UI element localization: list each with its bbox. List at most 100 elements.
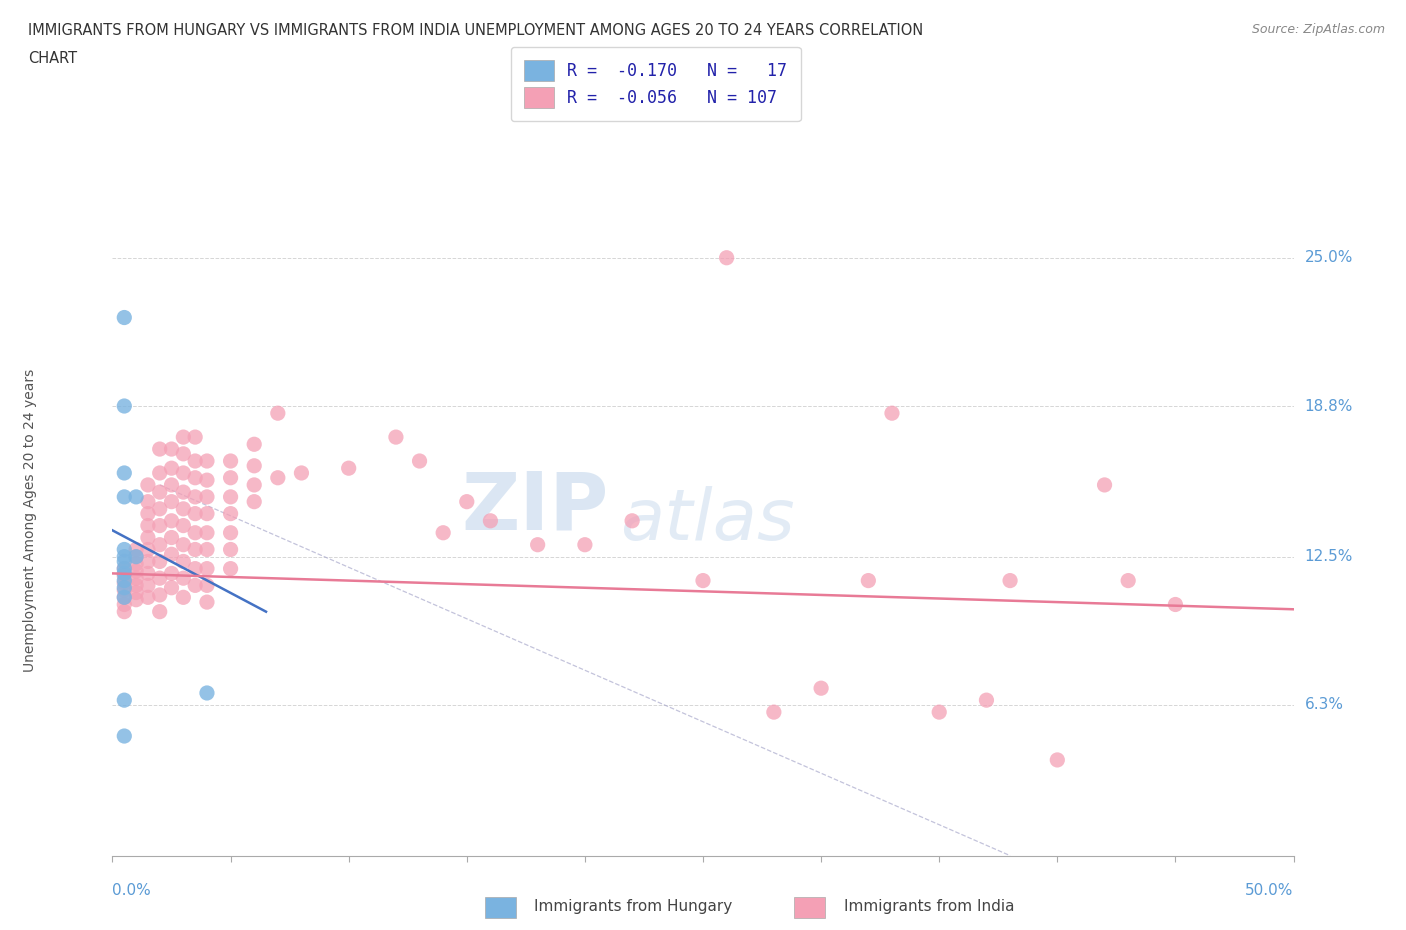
Point: [125, 489, 148, 504]
Point: [172, 590, 194, 604]
Point: [112, 583, 135, 598]
Point: [149, 604, 172, 619]
Point: [172, 446, 194, 461]
Point: [267, 471, 290, 485]
Point: [1094, 477, 1116, 492]
Point: [112, 597, 135, 612]
Point: [172, 571, 194, 586]
Point: [112, 693, 135, 708]
Point: [172, 430, 194, 445]
Point: [243, 437, 266, 452]
Point: [136, 578, 159, 592]
Point: [112, 573, 135, 588]
Point: [195, 561, 218, 576]
Point: [149, 554, 172, 569]
Point: [858, 573, 880, 588]
Point: [136, 494, 159, 509]
Point: [998, 573, 1021, 588]
Point: [184, 471, 207, 485]
Point: [184, 542, 207, 557]
Point: [112, 604, 135, 619]
Point: [112, 466, 135, 481]
Point: [160, 494, 183, 509]
Point: [195, 594, 218, 609]
Point: [195, 578, 218, 592]
Point: [243, 458, 266, 473]
Point: [125, 571, 148, 586]
Point: [149, 538, 172, 552]
Point: [267, 405, 290, 420]
Point: [125, 550, 148, 565]
Point: [184, 578, 207, 592]
Point: [125, 556, 148, 571]
Point: [160, 477, 183, 492]
Point: [136, 554, 159, 569]
Point: [184, 561, 207, 576]
Point: [160, 442, 183, 457]
Point: [172, 466, 194, 481]
Point: [219, 454, 242, 469]
Point: [880, 405, 903, 420]
Text: 0.0%: 0.0%: [112, 884, 152, 898]
Point: [112, 554, 135, 569]
Point: [408, 454, 430, 469]
Point: [219, 489, 242, 504]
Point: [112, 576, 135, 591]
Text: ZIP: ZIP: [461, 469, 609, 547]
Point: [195, 525, 218, 540]
Point: [762, 705, 785, 720]
Point: [160, 460, 183, 475]
Text: Immigrants from India: Immigrants from India: [844, 899, 1014, 914]
Point: [243, 494, 266, 509]
Point: [136, 477, 159, 492]
Point: [149, 485, 172, 499]
Point: [1164, 597, 1187, 612]
Point: [692, 573, 714, 588]
Point: [125, 542, 148, 557]
Point: [160, 580, 183, 595]
Point: [976, 693, 998, 708]
Point: [125, 592, 148, 607]
Point: [172, 518, 194, 533]
Point: [219, 542, 242, 557]
Text: 25.0%: 25.0%: [1305, 250, 1353, 265]
Point: [112, 566, 135, 581]
Point: [574, 538, 596, 552]
Point: [337, 460, 360, 475]
Point: [219, 506, 242, 521]
Point: [149, 466, 172, 481]
Point: [195, 506, 218, 521]
Legend: R =  -0.170   N =   17, R =  -0.056   N = 107: R = -0.170 N = 17, R = -0.056 N = 107: [510, 47, 801, 121]
Text: 6.3%: 6.3%: [1305, 698, 1344, 712]
Point: [125, 550, 148, 565]
Point: [195, 454, 218, 469]
Point: [112, 561, 135, 576]
Point: [112, 580, 135, 595]
Point: [385, 430, 408, 445]
Point: [125, 578, 148, 592]
Point: [172, 554, 194, 569]
Point: [172, 538, 194, 552]
Point: [184, 525, 207, 540]
Text: IMMIGRANTS FROM HUNGARY VS IMMIGRANTS FROM INDIA UNEMPLOYMENT AMONG AGES 20 TO 2: IMMIGRANTS FROM HUNGARY VS IMMIGRANTS FR…: [28, 23, 924, 38]
Point: [1116, 573, 1139, 588]
Point: [479, 513, 502, 528]
Point: [810, 681, 832, 696]
Point: [149, 518, 172, 533]
Point: [172, 485, 194, 499]
Point: [149, 588, 172, 603]
Point: [112, 489, 135, 504]
Point: [456, 494, 478, 509]
Point: [112, 399, 135, 414]
Point: [184, 454, 207, 469]
Point: [149, 571, 172, 586]
Point: [195, 472, 218, 487]
Point: [136, 590, 159, 604]
Point: [112, 550, 135, 565]
Text: atlas: atlas: [620, 486, 794, 555]
Text: 50.0%: 50.0%: [1246, 884, 1294, 898]
Point: [243, 477, 266, 492]
Point: [432, 525, 454, 540]
Point: [136, 566, 159, 581]
Point: [136, 530, 159, 545]
